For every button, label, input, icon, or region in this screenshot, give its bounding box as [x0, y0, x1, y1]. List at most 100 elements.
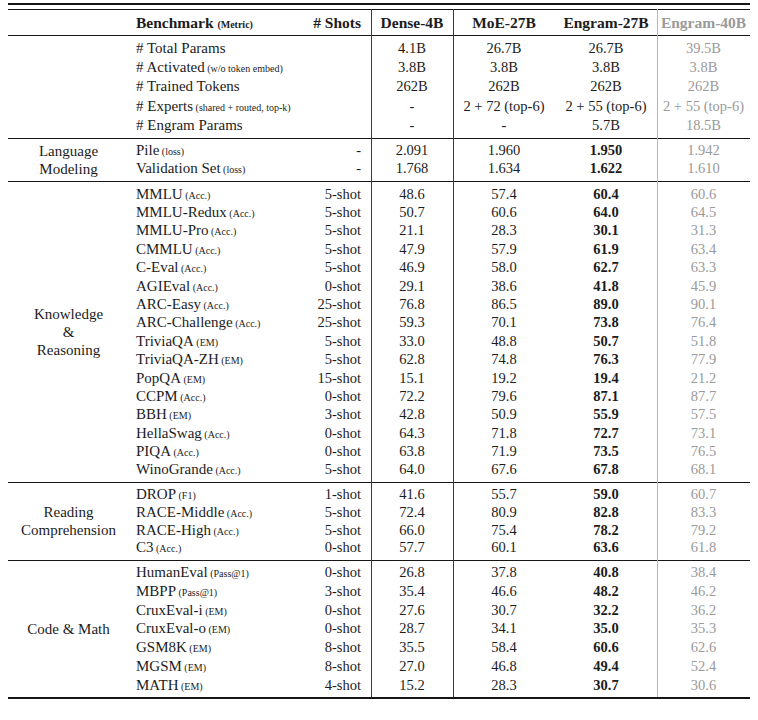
vline-after-dense	[453, 9, 454, 697]
section: Knowledge&ReasoningMMLU (Acc.)5-shot48.6…	[8, 182, 750, 482]
shots-cell: 0-shot	[304, 564, 371, 581]
value-cell: 71.8	[453, 425, 555, 442]
benchmark-cell: AGIEval (Acc.)	[129, 278, 304, 295]
value-cell: 37.8	[453, 564, 555, 581]
value-cell: 87.1	[555, 388, 657, 405]
benchmark-name: MMLU-Redux	[136, 204, 227, 220]
group-label-line: Knowledge	[34, 305, 103, 323]
value-cell: 63.6	[555, 539, 657, 556]
value-cell: 35.5	[371, 639, 453, 656]
value-cell: 30.1	[555, 222, 657, 239]
metric-label: (Acc.)	[171, 447, 199, 458]
group-label-line: Comprehension	[21, 521, 116, 539]
value-cell: 31.3	[657, 222, 750, 239]
benchmark-cell: CruxEval-o (EM)	[129, 620, 304, 637]
group-label: Knowledge&Reasoning	[8, 185, 129, 479]
benchmark-cell: PIQA (Acc.)	[129, 443, 304, 460]
value-cell: 60.1	[453, 539, 555, 556]
benchmark-cell: CMMLU (Acc.)	[129, 241, 304, 258]
value-cell: 58.4	[453, 639, 555, 656]
evaluation-results-table: Benchmark (Metric) # Shots Dense-4B MoE-…	[8, 3, 750, 699]
value-cell: 1.622	[555, 160, 657, 177]
value-cell: 76.3	[555, 351, 657, 368]
value-cell: 76.8	[371, 296, 453, 313]
value-cell: 19.2	[453, 370, 555, 387]
value-cell: 55.9	[555, 406, 657, 423]
metric-label: (EM)	[219, 355, 243, 366]
shots-cell: -	[304, 160, 371, 177]
value-cell: 64.0	[371, 461, 453, 478]
value-cell: 67.8	[555, 461, 657, 478]
metric-label: (Acc.)	[213, 465, 241, 476]
benchmark-name: # Experts	[136, 98, 193, 114]
shots-cell: 0-shot	[304, 278, 371, 295]
metric-label: (loss)	[221, 164, 246, 175]
value-cell: 60.6	[453, 204, 555, 221]
metric-label: (Acc.)	[190, 282, 218, 293]
group-label-line: Reasoning	[37, 341, 100, 359]
value-cell: 72.4	[371, 504, 453, 521]
value-cell: 29.1	[371, 278, 453, 295]
value-cell: 40.8	[555, 564, 657, 581]
benchmark-name: DROP	[136, 486, 176, 502]
value-cell: 50.7	[371, 204, 453, 221]
value-cell: 68.1	[657, 461, 750, 478]
value-cell: 262B	[657, 78, 750, 95]
benchmark-name: MGSM	[136, 658, 182, 674]
value-cell: 78.2	[555, 522, 657, 539]
benchmark-name: CruxEval-i	[136, 602, 203, 618]
benchmark-cell: TriviaQA (EM)	[129, 333, 304, 350]
value-cell: 27.6	[371, 602, 453, 619]
value-cell: 46.6	[453, 583, 555, 600]
value-cell: 86.5	[453, 296, 555, 313]
shots-cell: 5-shot	[304, 333, 371, 350]
value-cell: 32.2	[555, 602, 657, 619]
value-cell: 55.7	[453, 486, 555, 503]
value-cell: 30.7	[453, 602, 555, 619]
value-cell: 58.0	[453, 259, 555, 276]
value-cell: 62.7	[555, 259, 657, 276]
value-cell: 51.8	[657, 333, 750, 350]
value-cell: 36.2	[657, 602, 750, 619]
value-cell: 1.950	[555, 142, 657, 159]
value-cell: 80.9	[453, 504, 555, 521]
value-cell: 26.8	[371, 564, 453, 581]
shots-cell: 25-shot	[304, 296, 371, 313]
value-cell: 15.2	[371, 677, 453, 694]
value-cell: 49.4	[555, 658, 657, 675]
shots-cell: 8-shot	[304, 658, 371, 675]
benchmark-name: MMLU-Pro	[136, 222, 209, 238]
value-cell: 38.4	[657, 564, 750, 581]
value-cell: 73.5	[555, 443, 657, 460]
value-cell: 34.1	[453, 620, 555, 637]
value-cell: 90.1	[657, 296, 750, 313]
shots-cell: 5-shot	[304, 259, 371, 276]
value-cell: 73.8	[555, 314, 657, 331]
value-cell: 21.2	[657, 370, 750, 387]
benchmark-name: WinoGrande	[136, 461, 213, 477]
value-cell: 50.9	[453, 406, 555, 423]
value-cell: 48.2	[555, 583, 657, 600]
shots-cell: 5-shot	[304, 222, 371, 239]
value-cell: 33.0	[371, 333, 453, 350]
benchmark-cell: # Activated (w/o token embed)	[129, 59, 304, 76]
shots-cell: 0-shot	[304, 620, 371, 637]
benchmark-name: C-Eval	[136, 259, 179, 275]
value-cell: 15.1	[371, 370, 453, 387]
benchmark-name: ARC-Challenge	[136, 314, 233, 330]
shots-cell: -	[304, 142, 371, 159]
value-cell: 59.3	[371, 314, 453, 331]
benchmark-cell: WinoGrande (Acc.)	[129, 461, 304, 478]
section: Code & MathHumanEval (Pass@1)0-shot26.83…	[8, 561, 750, 698]
value-cell: 57.4	[453, 186, 555, 203]
value-cell: 60.6	[657, 186, 750, 203]
value-cell: 87.7	[657, 388, 750, 405]
shots-cell: 1-shot	[304, 486, 371, 503]
benchmark-cell: C3 (Acc.)	[129, 539, 304, 556]
value-cell: 35.3	[657, 620, 750, 637]
shots-cell: 0-shot	[304, 602, 371, 619]
value-cell: 70.1	[453, 314, 555, 331]
benchmark-name: # Trained Tokens	[136, 78, 240, 94]
value-cell: 3.8B	[555, 59, 657, 76]
group-label-line: Code & Math	[27, 620, 110, 638]
